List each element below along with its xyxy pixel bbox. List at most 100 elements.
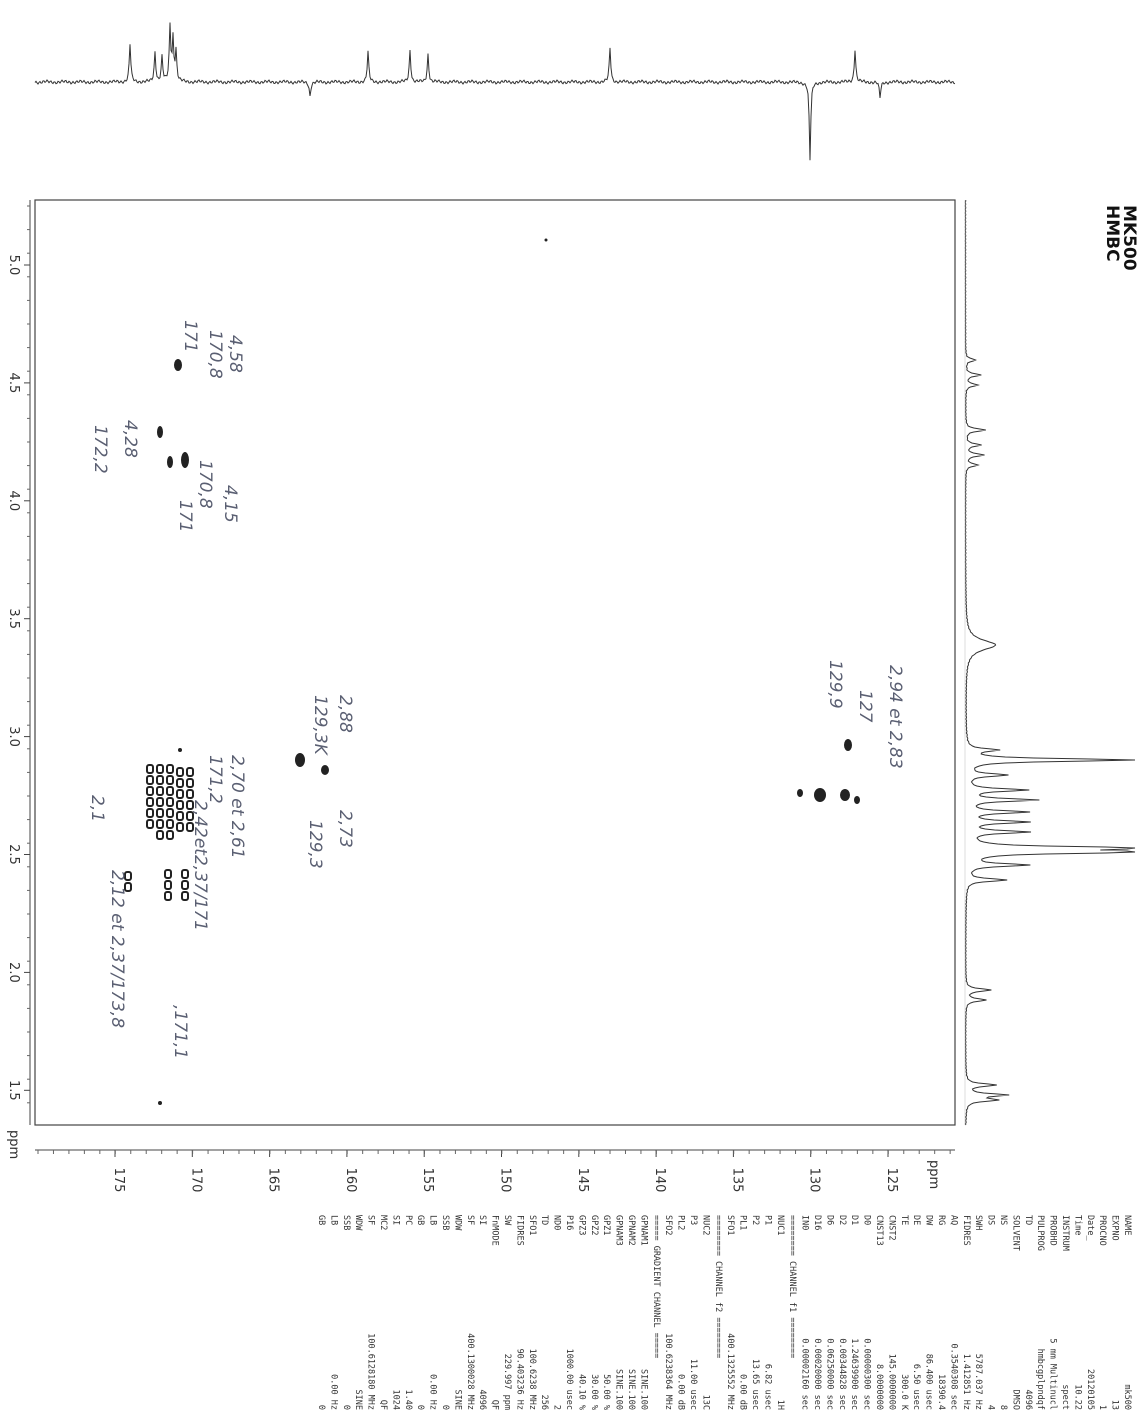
handwritten-annotation: 2,42et2,37/171	[190, 800, 210, 931]
background	[0, 0, 1145, 1417]
parameter-value: 400.1325552 MHz	[725, 1333, 735, 1410]
parameter-name: PL1	[738, 1215, 748, 1230]
parameter-value: 0	[440, 1405, 450, 1410]
parameter-name: TD	[539, 1215, 549, 1225]
parameter-value: 0	[316, 1405, 326, 1410]
parameter-name: NS	[998, 1215, 1008, 1225]
handwritten-annotation: 2,70 et 2,61	[227, 755, 247, 859]
parameter-name: GPZ1	[601, 1215, 611, 1235]
parameter-value: 1024	[390, 1390, 400, 1410]
parameter-name: CNST13	[874, 1215, 884, 1246]
parameter-value: 0.00 Hz	[428, 1374, 438, 1410]
parameter-name: SWH	[973, 1215, 983, 1230]
handwritten-annotation: 4,28	[120, 420, 140, 458]
f1-tick-label: 160	[343, 1168, 358, 1193]
parameter-value: 4	[986, 1405, 996, 1410]
parameter-section: ======== CHANNEL f2 ========	[713, 1215, 723, 1358]
parameter-name: INSTRUM	[1060, 1215, 1070, 1251]
parameter-value: 0	[341, 1405, 351, 1410]
parameter-section: ======== CHANNEL f1 ========	[787, 1215, 797, 1358]
parameter-name: WDW	[353, 1215, 363, 1231]
parameter-name: P3	[688, 1215, 698, 1225]
parameter-value: 2	[552, 1405, 562, 1410]
parameter-value: QF	[378, 1400, 388, 1410]
f1-tick-label: 140	[652, 1168, 667, 1193]
parameter-value: 0.00344828 sec	[837, 1338, 847, 1410]
parameter-value: 1.24639900 sec	[849, 1338, 859, 1410]
parameter-value: 1H	[775, 1400, 785, 1410]
parameter-value: 18390.4	[936, 1374, 946, 1410]
handwritten-annotation: 171	[180, 320, 200, 352]
parameter-name: NUC1	[775, 1215, 785, 1235]
parameter-value: 50.00 %	[601, 1374, 611, 1410]
parameter-value: 1000.00 usec	[564, 1349, 574, 1410]
parameter-value: SINE.100	[638, 1369, 648, 1410]
hmbc-spectrum-page: MK500 HMBC ppm ppm 5.04.54.03.53.02.52.0…	[0, 0, 1145, 1417]
cross-peak	[840, 789, 850, 801]
parameter-value: 13	[1110, 1400, 1120, 1410]
parameter-value: 13.65 usec	[750, 1359, 760, 1410]
parameter-value: 0	[415, 1405, 425, 1410]
parameter-value: 400.1300028 MHz	[465, 1333, 475, 1410]
handwritten-annotation: 172,2	[90, 425, 110, 474]
parameter-value: 8	[998, 1405, 1008, 1410]
parameter-value: 0.00 dB	[738, 1374, 748, 1410]
parameter-name: SF	[465, 1215, 475, 1225]
parameter-name: TE	[899, 1215, 909, 1225]
parameter-value: SINE	[452, 1390, 462, 1410]
parameter-name: MC2	[378, 1215, 388, 1230]
f1-tick-label: 170	[188, 1168, 203, 1193]
parameter-name: PL2	[676, 1215, 686, 1230]
f2-tick-label: 2.5	[6, 844, 21, 865]
handwritten-annotation: 170,8	[205, 330, 225, 379]
parameter-name: FIDRES	[514, 1215, 524, 1246]
parameter-name: P16	[564, 1215, 574, 1230]
parameter-name: PULPROG	[1035, 1215, 1045, 1251]
handwritten-annotation: 129,9	[825, 660, 845, 709]
parameter-name: TD	[1023, 1215, 1033, 1225]
handwritten-annotation: 4,58	[225, 335, 245, 373]
handwritten-annotation: 2,94 et 2,83	[885, 665, 905, 769]
parameter-name: P1	[762, 1215, 772, 1225]
parameter-value: 0.06250000 sec	[824, 1338, 834, 1410]
parameter-value: 6.82 usec	[762, 1364, 772, 1410]
f2-tick-label: 1.5	[6, 1080, 21, 1101]
parameter-value: 0.00 Hz	[328, 1374, 338, 1410]
parameter-name: SI	[390, 1215, 400, 1225]
handwritten-annotation: 129,3K	[310, 695, 330, 757]
cross-peak	[158, 1101, 162, 1105]
f2-tick-label: 4.0	[6, 490, 21, 511]
cross-peak	[157, 426, 163, 438]
f2-unit: ppm	[6, 1130, 21, 1159]
parameter-name: NUC2	[700, 1215, 710, 1235]
f1-unit: ppm	[926, 1160, 941, 1189]
parameter-name: EXPNO	[1110, 1215, 1120, 1241]
handwritten-annotation: 2,88	[335, 695, 355, 733]
parameter-name: DE	[911, 1215, 921, 1225]
handwritten-annotation: 127	[855, 690, 875, 723]
parameter-name: SSB	[440, 1215, 450, 1230]
handwritten-annotation: 129,3	[305, 820, 325, 869]
parameter-value: 6.50 usec	[911, 1364, 921, 1410]
parameter-value: SINE	[353, 1390, 363, 1410]
cross-peak	[854, 796, 860, 804]
parameter-value: 100.6238364 MHz	[663, 1333, 673, 1410]
parameter-value: mk500	[1122, 1384, 1132, 1410]
parameter-value: 20120105	[1085, 1369, 1095, 1410]
parameter-name: LB	[428, 1215, 438, 1225]
handwritten-annotation: 4,15	[220, 485, 240, 523]
parameter-name: LB	[328, 1215, 338, 1225]
parameter-name: PC	[403, 1215, 413, 1225]
parameter-name: SW	[502, 1215, 512, 1226]
parameter-value: 86.400 usec	[924, 1354, 934, 1410]
parameter-value: 5787.037 Hz	[973, 1354, 983, 1410]
parameter-value: QF	[490, 1400, 500, 1410]
parameter-name: SFO2	[663, 1215, 673, 1235]
parameter-name: SI	[477, 1215, 487, 1225]
parameter-value: 229.997 ppm	[502, 1354, 512, 1410]
parameter-value: SINE.100	[626, 1369, 636, 1410]
parameter-name: FIDRES	[961, 1215, 971, 1246]
parameter-name: SOLVENT	[1010, 1215, 1020, 1251]
cross-peak	[844, 739, 852, 751]
handwritten-annotation: 171,2	[205, 755, 225, 804]
